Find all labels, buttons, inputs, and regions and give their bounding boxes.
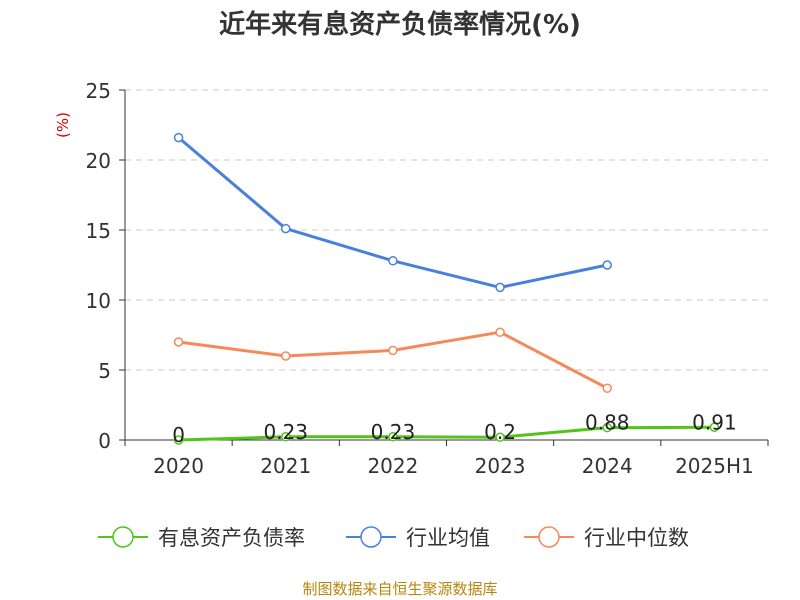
x-tick-label: 2023: [475, 454, 526, 478]
x-tick-label: 2022: [367, 454, 418, 478]
data-point: [388, 345, 398, 356]
data-point: [602, 260, 612, 270]
data-point: [281, 351, 291, 361]
data-point: [495, 432, 505, 442]
legend: 有息资产负债率 行业均值 行业中位数: [98, 526, 689, 550]
axes: 0 5 10 15 20 25 2020 2021 2022 2023 2024 2025H1 (%): [54, 79, 769, 478]
data-point: [281, 432, 291, 442]
legend-swatch-marker: [360, 526, 382, 548]
legend-label: 行业均值: [406, 526, 490, 550]
x-tick-label: 2021: [260, 454, 311, 478]
series-line: [178, 330, 608, 390]
data-label: 0: [172, 423, 185, 447]
data-point: [602, 422, 612, 433]
data-point: [709, 422, 720, 433]
chart-title: 近年来有息资产负债率情况(%): [219, 10, 581, 40]
data-label: 0.88: [585, 411, 630, 435]
data-point: [495, 282, 505, 293]
data-label: 0.2: [484, 420, 516, 444]
data-point: [388, 432, 398, 442]
series-line: [178, 425, 715, 442]
source-note: 制图数据来自恒生聚源数据库: [302, 580, 498, 598]
data-point: [173, 337, 184, 347]
y-tick-label: 20: [86, 149, 111, 173]
y-tick-label: 5: [98, 359, 111, 383]
data-label: 0.91: [692, 410, 737, 434]
legend-label: 有息资产负债率: [158, 526, 305, 550]
grid-lines: [125, 89, 768, 371]
data-point: [173, 132, 184, 143]
y-tick-label: 10: [86, 289, 111, 313]
y-tick-label: 15: [86, 219, 111, 243]
series-lines: [173, 132, 720, 445]
data-point: [388, 256, 398, 266]
data-point: [495, 327, 505, 337]
y-tick-label: 0: [98, 429, 111, 453]
data-point: [173, 435, 184, 445]
legend-swatch-marker: [112, 526, 134, 548]
legend-label: 行业中位数: [584, 526, 689, 550]
data-label: 0.23: [371, 420, 416, 444]
y-tick-label: 25: [86, 79, 111, 103]
data-point: [602, 383, 612, 393]
x-tick-label: 2025H1: [675, 454, 754, 478]
data-label: 0.23: [263, 420, 308, 444]
data-labels: 0 0.23 0.23 0.2 0.88 0.91: [172, 410, 736, 447]
x-tick-label: 2024: [582, 454, 633, 478]
x-tick-label: 2020: [153, 454, 204, 478]
legend-swatch-marker: [538, 526, 560, 548]
y-axis-label: (%): [54, 112, 72, 138]
data-point: [281, 223, 291, 234]
